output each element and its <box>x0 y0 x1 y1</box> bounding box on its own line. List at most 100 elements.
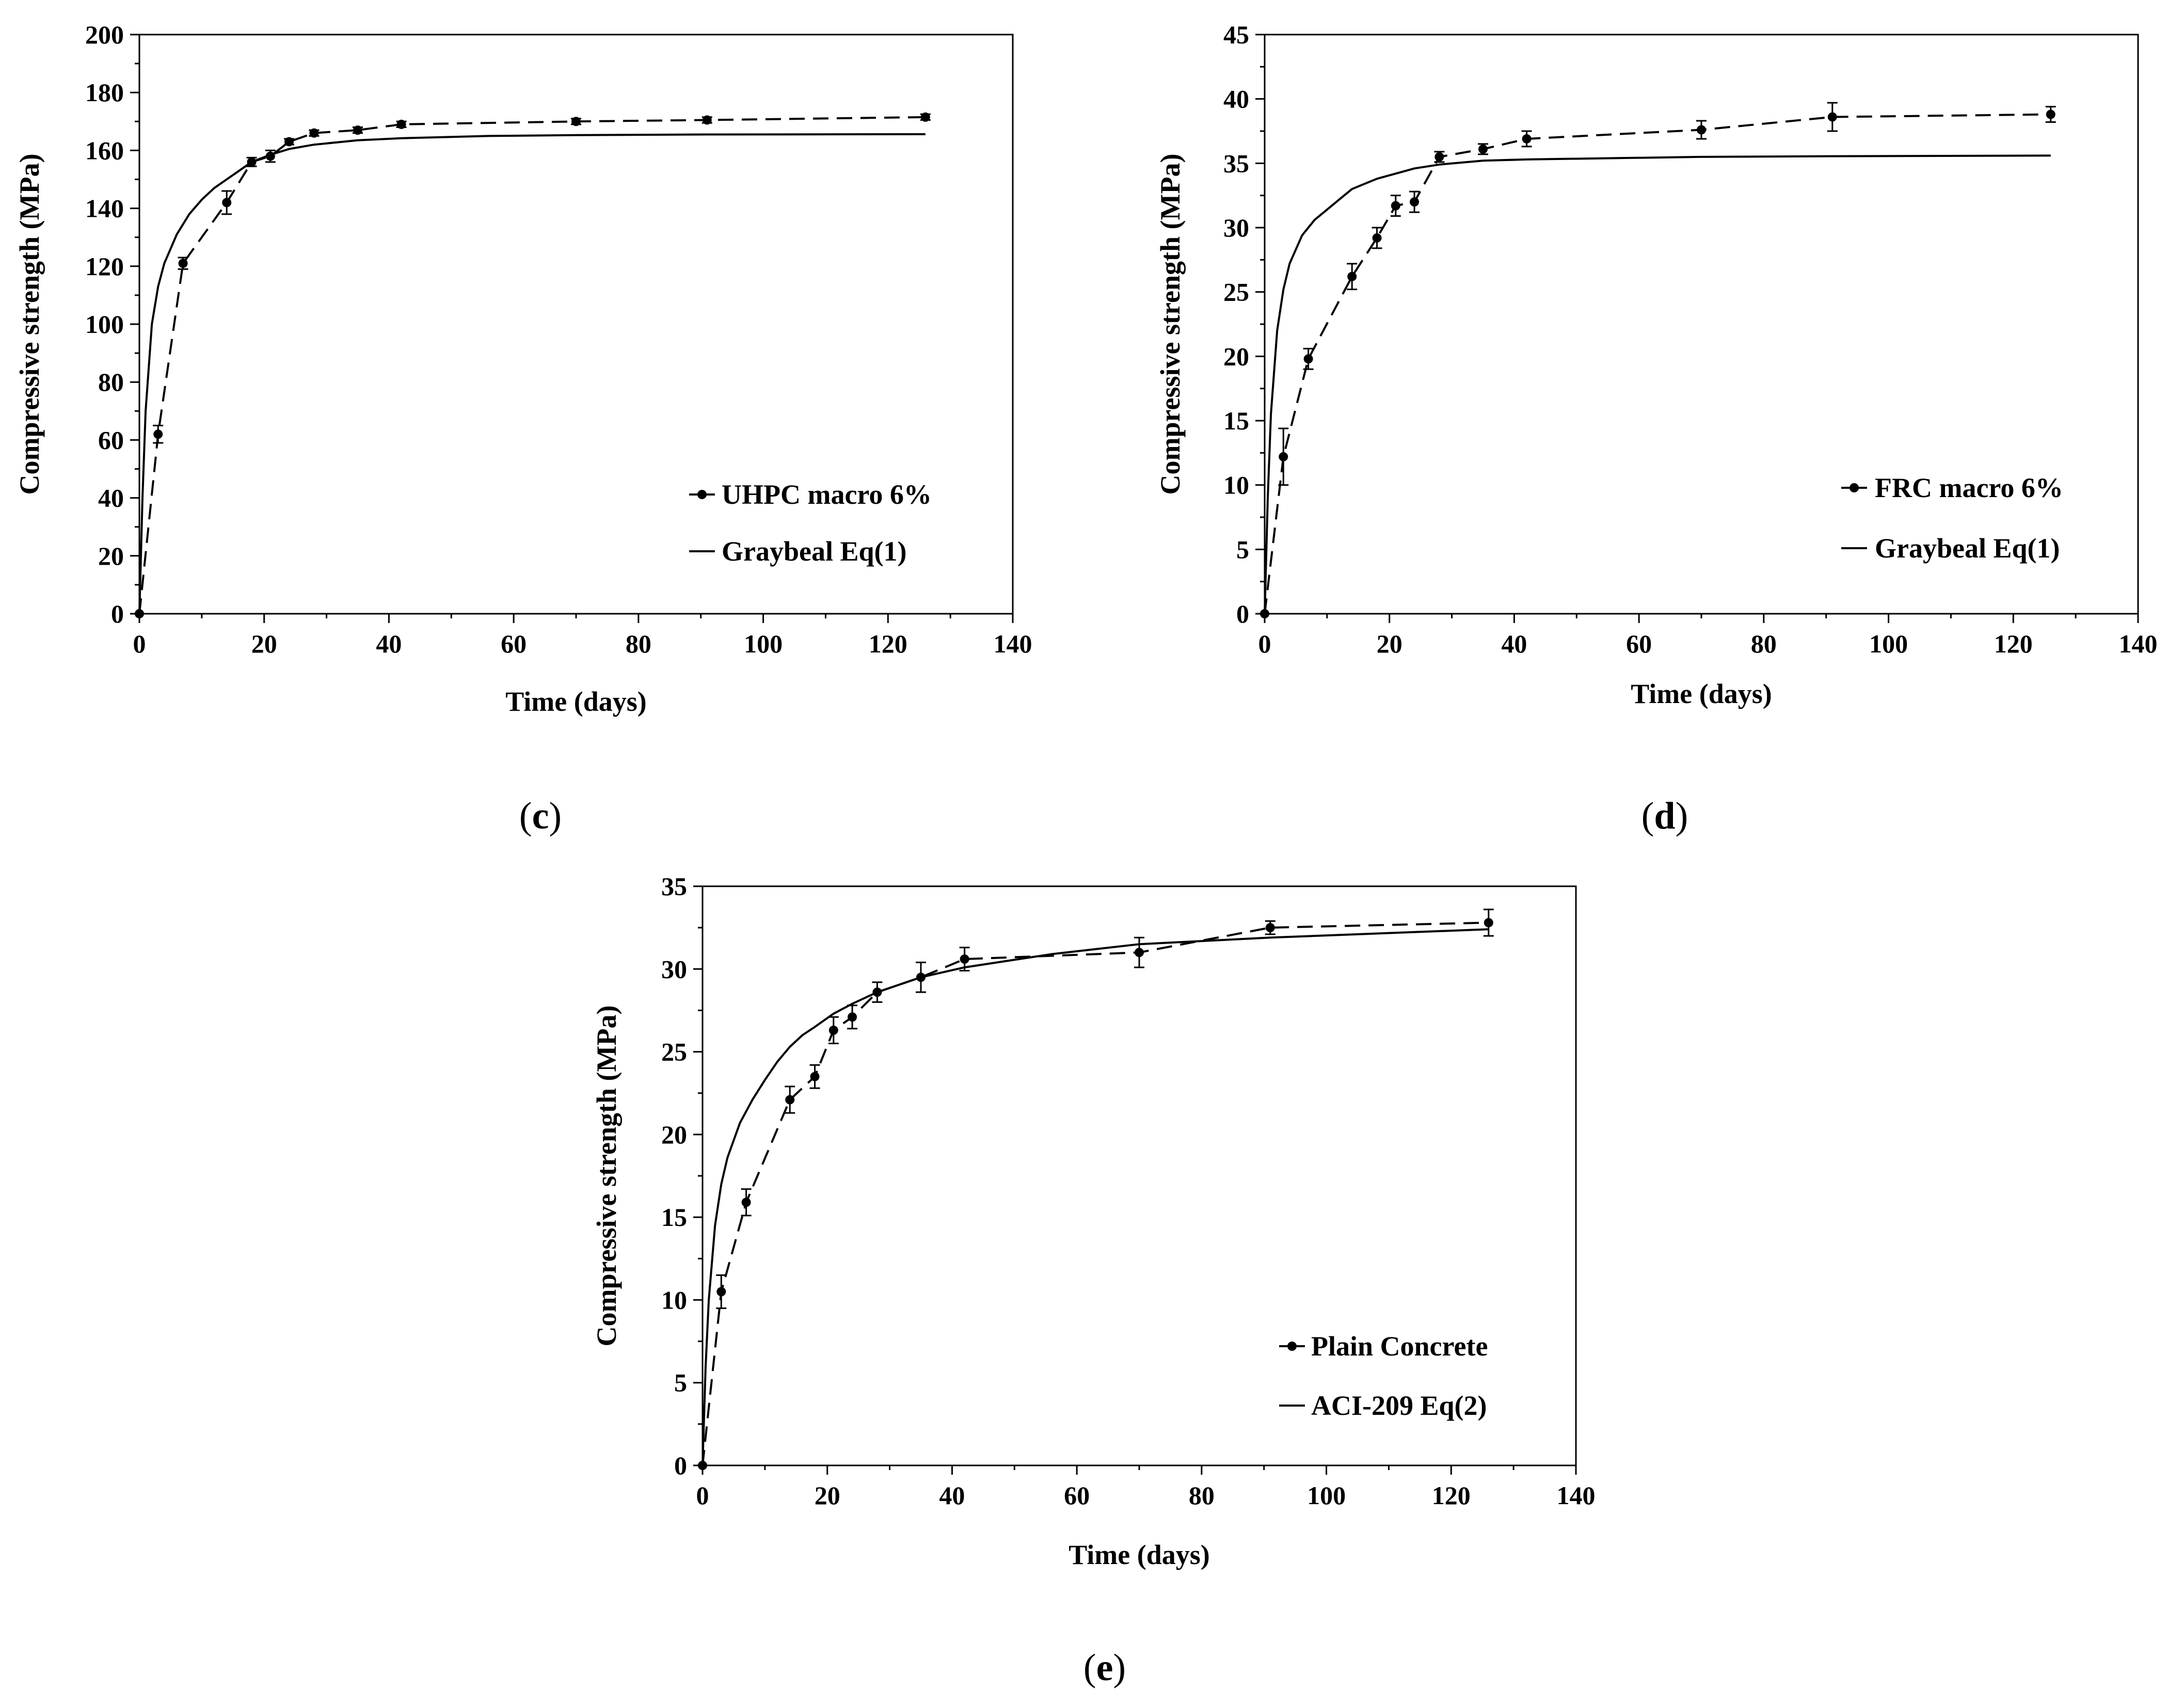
y-tick-label: 15 <box>1223 406 1249 435</box>
y-tick-label: 20 <box>661 1120 687 1149</box>
y-tick-label: 120 <box>85 252 124 281</box>
x-tick-label: 40 <box>1501 629 1527 658</box>
x-tick-label: 120 <box>869 629 907 658</box>
series-line-1 <box>138 133 926 614</box>
series-line-1 <box>702 928 1489 1466</box>
data-point <box>396 119 406 129</box>
x-tick-label: 20 <box>815 1481 840 1510</box>
x-tick-label: 20 <box>251 629 277 658</box>
data-point <box>848 1012 857 1022</box>
panel-caption-letter: e <box>1096 1647 1113 1689</box>
x-axis-title: Time (days) <box>1069 1539 1210 1570</box>
y-axis-title: Compressive strength (MPa) <box>14 154 45 495</box>
x-tick-label: 0 <box>133 629 146 658</box>
y-tick-label: 20 <box>1223 342 1249 371</box>
y-tick-label: 0 <box>1236 599 1249 628</box>
data-point <box>810 1072 820 1081</box>
y-axis-title: Compressive strength (MPa) <box>1155 154 1186 495</box>
y-tick-label: 20 <box>98 541 124 570</box>
chart-panel-d: 0 5 10 15 20 25 30 35 40 45 0 20 40 60 80 100 120 140 Time… <box>1155 20 2158 837</box>
x-tick-label: 140 <box>1557 1481 1596 1510</box>
y-tick-label: 60 <box>98 425 124 454</box>
data-point <box>222 198 232 208</box>
x-tick-label: 80 <box>1189 1481 1215 1510</box>
legend-label-1: Graybeal Eq(1) <box>1875 533 2060 564</box>
panel-caption: (e) <box>1083 1647 1126 1689</box>
data-point <box>309 128 319 138</box>
legend-marker <box>1287 1342 1297 1351</box>
x-tick-label: 140 <box>2119 629 2158 658</box>
data-point <box>1347 272 1357 281</box>
x-tick-label: 40 <box>376 629 402 658</box>
y-tick-label: 30 <box>661 954 687 983</box>
legend-label-0: UHPC macro 6% <box>722 479 932 510</box>
legend-label-0: FRC macro 6% <box>1875 472 2063 503</box>
data-point <box>785 1095 795 1105</box>
x-tick-label: 0 <box>1258 629 1271 658</box>
y-tick-label: 0 <box>111 599 124 628</box>
data-point <box>716 1287 726 1297</box>
y-tick-label: 160 <box>85 136 124 165</box>
y-tick-label: 80 <box>98 368 124 396</box>
legend-marker <box>1850 483 1859 492</box>
plot-frame <box>702 885 1577 1466</box>
data-point <box>353 125 362 135</box>
x-tick-label: 100 <box>1869 629 1908 658</box>
data-point <box>741 1198 751 1207</box>
x-tick-label: 0 <box>696 1481 709 1510</box>
legend-label-1: ACI-209 Eq(2) <box>1311 1390 1487 1421</box>
data-point <box>1522 134 1532 143</box>
series-line-0 <box>702 921 1489 1466</box>
data-point <box>1391 201 1400 211</box>
data-point <box>178 259 188 268</box>
data-point <box>1279 452 1288 461</box>
data-point <box>153 429 163 439</box>
y-tick-label: 5 <box>674 1368 687 1397</box>
x-tick-label: 60 <box>501 629 527 658</box>
panel-caption: (d) <box>1641 795 1688 837</box>
y-tick-label: 35 <box>1223 149 1249 178</box>
y-tick-label: 5 <box>1236 535 1249 564</box>
y-tick-label: 45 <box>1223 20 1249 49</box>
panel-caption: (c) <box>519 795 562 837</box>
data-point <box>1135 948 1144 958</box>
y-tick-label: 10 <box>1223 471 1249 500</box>
data-point <box>1827 112 1837 122</box>
data-point <box>960 954 969 964</box>
y-tick-label: 35 <box>661 872 687 901</box>
data-point <box>1265 923 1275 933</box>
panel-caption-letter: d <box>1654 795 1675 837</box>
y-tick-label: 30 <box>1223 213 1249 242</box>
panel-caption-letter: c <box>532 795 549 837</box>
y-tick-label: 15 <box>661 1203 687 1232</box>
y-tick-label: 0 <box>674 1451 687 1480</box>
legend-label-1: Graybeal Eq(1) <box>722 536 907 567</box>
legend-marker <box>697 490 707 499</box>
data-point <box>2046 109 2055 119</box>
x-tick-label: 40 <box>939 1481 965 1510</box>
y-tick-label: 25 <box>1223 278 1249 307</box>
data-point <box>1303 354 1313 364</box>
chart-panel-e: 0 5 10 15 20 25 30 35 0 20 40 60 80 100 120 140 Time (da… <box>591 872 1596 1689</box>
x-tick-label: 20 <box>1377 629 1402 658</box>
data-point <box>1478 144 1488 154</box>
x-tick-label: 120 <box>1432 1481 1471 1510</box>
data-point <box>1410 197 1420 207</box>
data-point <box>571 117 581 126</box>
x-tick-label: 120 <box>1994 629 2033 658</box>
data-point <box>1434 152 1444 162</box>
y-tick-label: 100 <box>85 310 124 339</box>
x-tick-label: 100 <box>1307 1481 1346 1510</box>
y-tick-label: 140 <box>85 194 124 223</box>
y-tick-label: 40 <box>1223 85 1249 114</box>
y-tick-label: 40 <box>98 484 124 513</box>
x-axis-title: Time (days) <box>1631 678 1772 709</box>
y-tick-label: 10 <box>661 1285 687 1314</box>
x-tick-label: 60 <box>1064 1481 1090 1510</box>
data-point <box>1697 125 1706 135</box>
x-tick-label: 100 <box>744 629 783 658</box>
x-tick-label: 60 <box>1626 629 1652 658</box>
x-tick-label: 140 <box>994 629 1032 658</box>
data-point <box>920 112 930 122</box>
